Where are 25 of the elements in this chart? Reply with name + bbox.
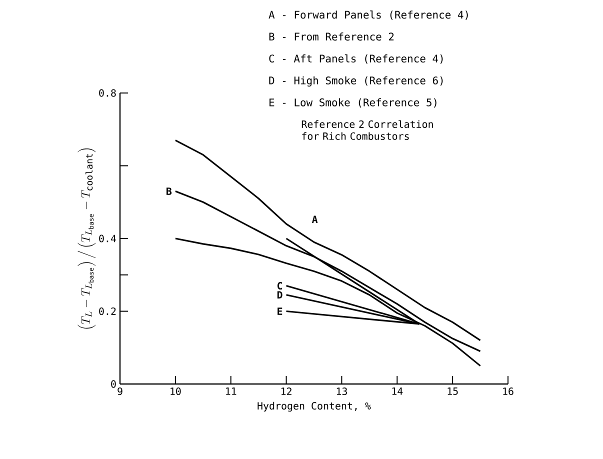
x-axis-title: Hydrogen Content, % xyxy=(258,402,371,412)
y-tick-label: 0.8 xyxy=(99,89,116,97)
annotation: E - Low Smoke (Reference 5) xyxy=(270,98,436,108)
x-tick-label: 13 xyxy=(336,388,347,396)
x-tick-label: 10 xyxy=(170,388,181,396)
x-tick-label: 9 xyxy=(118,388,122,396)
text: A - Forward Panels (Reference 4) xyxy=(268,10,468,20)
text: A xyxy=(312,216,318,223)
y-tick-label: 0.4 xyxy=(99,234,116,242)
series-label: B xyxy=(166,188,172,195)
series-label: D xyxy=(277,291,282,299)
x-tick-label: 14 xyxy=(392,388,403,395)
text: B - From Reference 2 xyxy=(269,32,394,41)
series-label: E xyxy=(278,308,282,315)
y-tick-label: 0 xyxy=(111,380,116,388)
y-tick-label: 0.2 xyxy=(99,307,116,316)
x-tick-label: 16 xyxy=(503,388,514,396)
annotation: Reference 2 Correlation for Rich Combustors xyxy=(302,120,433,140)
y-axis-title: $\left(T_L-T_{L_{\mathrm{base}}}\right)\Big/\left(T_{L_{\mathrm{base}}}-T_{\mathrm{coolant}}\right)$ xyxy=(78,148,96,329)
x-tick-label: 15 xyxy=(448,388,458,395)
text: C - Aft Panels (Reference 4) xyxy=(269,54,443,64)
series-label: C xyxy=(278,282,282,290)
text: D - High Smoke (Reference 6) xyxy=(269,76,443,87)
x-tick-label: 12 xyxy=(281,388,292,395)
x-tick-label: 11 xyxy=(226,388,236,395)
